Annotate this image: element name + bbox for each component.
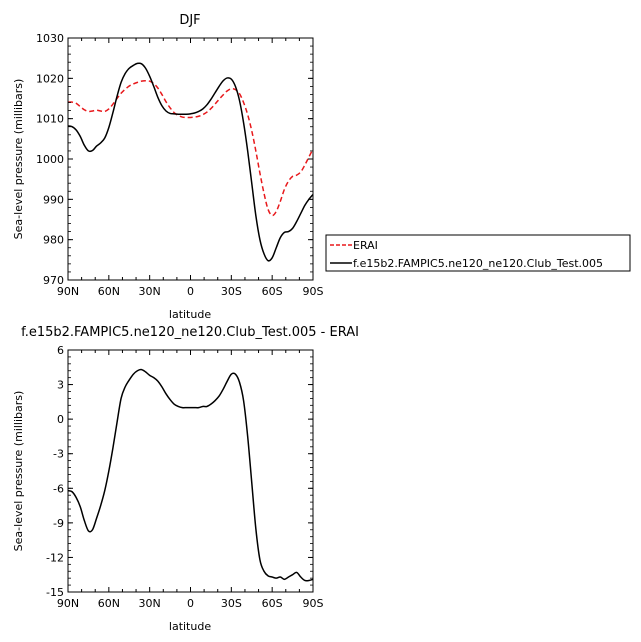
series-line-diff-0 (67, 368, 314, 582)
x-tick-label: 90S (303, 597, 324, 610)
x-tick-label: 60N (98, 285, 120, 298)
y-tick-label: 3 (57, 379, 64, 392)
y-tick-label: 1030 (36, 32, 64, 45)
y-tick-label: -15 (46, 586, 64, 599)
y-axis-label: Sea-level pressure (millibars) (12, 391, 25, 552)
x-tick-label: 30N (139, 285, 161, 298)
panel-title: f.e15b2.FAMPIC5.ne120_ne120.Club_Test.00… (21, 325, 359, 340)
x-axis-label: latitude (169, 620, 211, 633)
y-axis-label: Sea-level pressure (millibars) (12, 79, 25, 240)
legend-box (325, 234, 631, 272)
y-tick-label: -12 (46, 551, 64, 564)
y-tick-label: -6 (53, 482, 64, 495)
panel-title: DJF (179, 13, 200, 28)
x-tick-label: 60S (262, 597, 283, 610)
series-line-slp-0 (67, 79, 314, 217)
y-tick-label: 1010 (36, 113, 64, 126)
x-axis-label: latitude (169, 308, 211, 321)
y-tick-label: 970 (43, 274, 64, 287)
x-tick-label: 90N (57, 597, 79, 610)
sea-level-pressure-panel: DJF 90N 60N 30N 0 30S 60S 90S 970 980 990 1000 1010… (12, 13, 324, 321)
x-tick-label: 30S (221, 597, 242, 610)
x-tick-label: 0 (187, 285, 194, 298)
legend: ERAI f.e15b2.FAMPIC5.ne120_ne120.Club_Te… (325, 234, 631, 272)
y-tick-label: 990 (43, 193, 64, 206)
y-tick-label: -3 (53, 448, 64, 461)
x-tick-label: 90N (57, 285, 79, 298)
difference-panel: f.e15b2.FAMPIC5.ne120_ne120.Club_Test.00… (12, 325, 359, 633)
plot-frame (67, 37, 314, 281)
x-tick-label: 30S (221, 285, 242, 298)
legend-label-model: f.e15b2.FAMPIC5.ne120_ne120.Club_Test.00… (353, 257, 603, 270)
x-tick-label: 30N (139, 597, 161, 610)
x-tick-label: 60S (262, 285, 283, 298)
y-tick-label: -9 (53, 517, 64, 530)
y-tick-label: 6 (57, 344, 64, 357)
y-tick-label: 1020 (36, 72, 64, 85)
plot-frame (67, 349, 314, 593)
y-tick-label: 980 (43, 234, 64, 247)
x-tick-label: 0 (187, 597, 194, 610)
series-line-slp-1 (67, 62, 314, 262)
x-tick-label: 60N (98, 597, 120, 610)
legend-label-erai: ERAI (353, 239, 378, 252)
x-tick-label: 90S (303, 285, 324, 298)
y-tick-label: 0 (57, 413, 64, 426)
y-tick-label: 1000 (36, 153, 64, 166)
